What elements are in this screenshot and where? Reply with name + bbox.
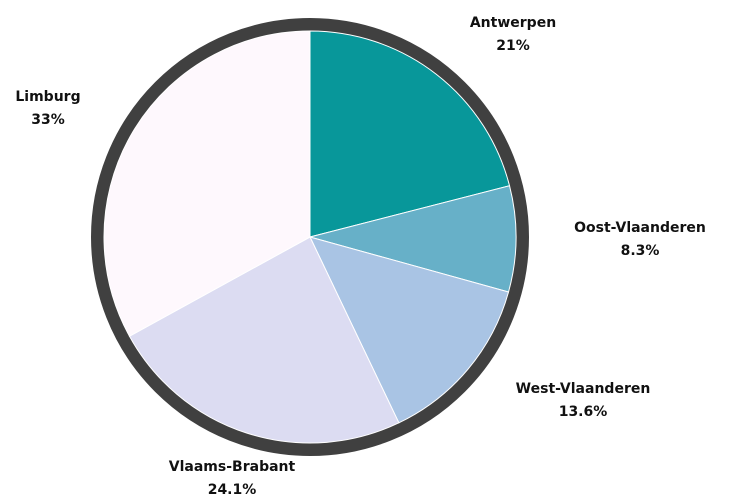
pie-slice bbox=[308, 185, 517, 293]
slice-value-label: 13.6% bbox=[559, 404, 608, 420]
pie-slice bbox=[128, 236, 400, 444]
slice-value-label: 21% bbox=[496, 38, 530, 54]
pie-slice bbox=[309, 236, 510, 424]
slice-label: Limburg bbox=[15, 89, 80, 105]
pie-border bbox=[91, 18, 529, 456]
pie-slice bbox=[103, 30, 311, 337]
slice-value-label: 24.1% bbox=[208, 482, 257, 498]
slice-label: Antwerpen bbox=[470, 15, 556, 31]
slice-label: Oost-Vlaanderen bbox=[574, 220, 706, 236]
slice-label: Vlaams-Brabant bbox=[169, 459, 296, 475]
slice-value-label: 33% bbox=[31, 112, 65, 128]
slice-label: West-Vlaanderen bbox=[516, 381, 651, 397]
slice-value-label: 8.3% bbox=[621, 243, 660, 259]
pie-slice bbox=[309, 30, 511, 238]
